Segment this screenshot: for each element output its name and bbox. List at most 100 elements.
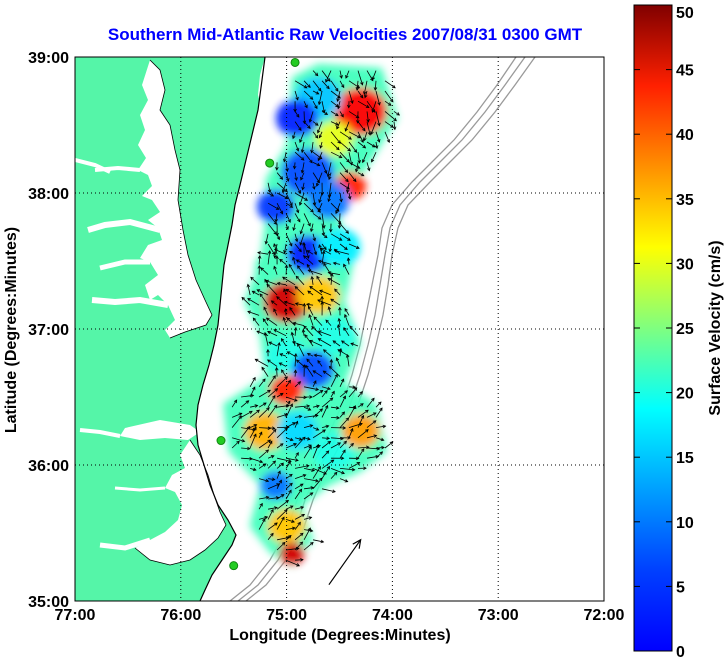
velocity-vector [317, 330, 332, 337]
velocity-vector [312, 444, 321, 449]
colorbar-tick-label: 45 [676, 63, 694, 80]
velocity-vector [303, 202, 314, 213]
river-3 [99, 259, 150, 271]
velocity-vector [276, 172, 284, 180]
velocity-vector [241, 296, 251, 306]
y-tick-label: 38:00 [28, 186, 69, 203]
velocity-vector [247, 298, 260, 306]
velocity-vector [302, 111, 307, 125]
velocity-vector [231, 415, 242, 428]
velocity-vector [339, 243, 348, 251]
velocity-vector [320, 295, 324, 306]
velocity-vector [321, 440, 332, 449]
velocity-vector [330, 390, 335, 398]
velocity-vector [250, 404, 259, 408]
velocity-vector [373, 80, 378, 91]
velocity-vector [384, 131, 391, 144]
velocity-vector [313, 316, 323, 326]
velocity-vector [306, 250, 314, 255]
river-4 [99, 537, 151, 551]
velocity-vector [327, 182, 332, 199]
velocity-vector [276, 203, 283, 215]
velocity-vector [267, 440, 273, 449]
velocity-vector [274, 213, 278, 223]
velocity-vector [339, 192, 343, 203]
reference-arrow-head [352, 538, 362, 549]
velocity-vector [294, 182, 301, 194]
velocity-vector [268, 477, 276, 482]
velocity-vector [294, 302, 305, 306]
velocity-vector [292, 321, 305, 326]
velocity-vector [333, 249, 350, 255]
velocity-vector [256, 289, 269, 296]
velocity-vector [276, 541, 286, 551]
velocity-vector [258, 389, 271, 398]
colorbar-tick-label: 35 [676, 192, 694, 209]
velocity-vector [270, 300, 278, 306]
y-tick-label: 35:00 [28, 594, 69, 611]
velocity-vector [375, 90, 381, 106]
velocity-vector [330, 406, 340, 410]
velocity-vector [283, 243, 287, 254]
velocity-vector [276, 281, 287, 286]
velocity-vector [231, 412, 243, 418]
velocity-vector [339, 378, 345, 387]
velocity-vector [354, 162, 359, 173]
velocity-vector [319, 289, 332, 296]
velocity-vector [321, 488, 336, 493]
velocity-vector [356, 111, 360, 124]
velocity-vector [303, 90, 314, 100]
velocity-vector [303, 437, 311, 441]
velocity-vector [257, 255, 262, 265]
velocity-vector [330, 272, 334, 285]
velocity-vector [294, 111, 300, 118]
velocity-vector [336, 90, 341, 102]
velocity-vector [252, 317, 260, 326]
velocity-vector [276, 443, 284, 449]
velocity-vector [280, 337, 287, 347]
velocity-patch [291, 350, 335, 389]
velocity-vector [285, 437, 294, 442]
velocity-vector [310, 275, 314, 285]
velocity-vector [357, 141, 367, 149]
velocity-vector [312, 80, 322, 92]
plot-area [74, 56, 605, 602]
velocity-vector [276, 342, 281, 357]
velocity-vector [285, 403, 293, 418]
velocity-vector [297, 265, 305, 275]
velocity-vector [344, 313, 350, 326]
velocity-vector [240, 410, 253, 418]
velocity-vector [345, 70, 350, 79]
velocity-vector [241, 446, 251, 451]
velocity-vector [295, 558, 304, 562]
velocity-vector [357, 152, 362, 164]
velocity-vector [349, 325, 359, 337]
velocity-vector [263, 306, 269, 316]
velocity-vector [273, 243, 278, 259]
velocity-vector [258, 407, 270, 418]
colorbar-tick-label: 30 [676, 256, 694, 273]
velocity-vector [276, 392, 284, 398]
velocity-vector [294, 414, 303, 419]
velocity-vector [307, 269, 323, 275]
velocity-vector [317, 299, 332, 306]
velocity-vector [339, 467, 356, 472]
velocity-vector [366, 162, 371, 172]
velocity-vector [325, 70, 332, 83]
velocity-vector [294, 286, 305, 296]
velocity-vector [267, 202, 280, 210]
velocity-vector [285, 172, 290, 182]
velocity-vector [249, 386, 256, 398]
velocity-vector [303, 406, 312, 411]
colorbar-tick-label: 40 [676, 127, 694, 144]
velocity-vector [344, 307, 350, 316]
velocity-vector [317, 152, 323, 162]
velocity-vector [312, 404, 320, 409]
velocity-vector [249, 376, 256, 387]
albemarle-sound [120, 420, 200, 440]
velocity-vector [256, 330, 269, 337]
river-7 [79, 428, 121, 438]
velocity-vector [294, 90, 299, 101]
velocity-vector [285, 400, 291, 408]
velocity-vector [348, 152, 353, 166]
